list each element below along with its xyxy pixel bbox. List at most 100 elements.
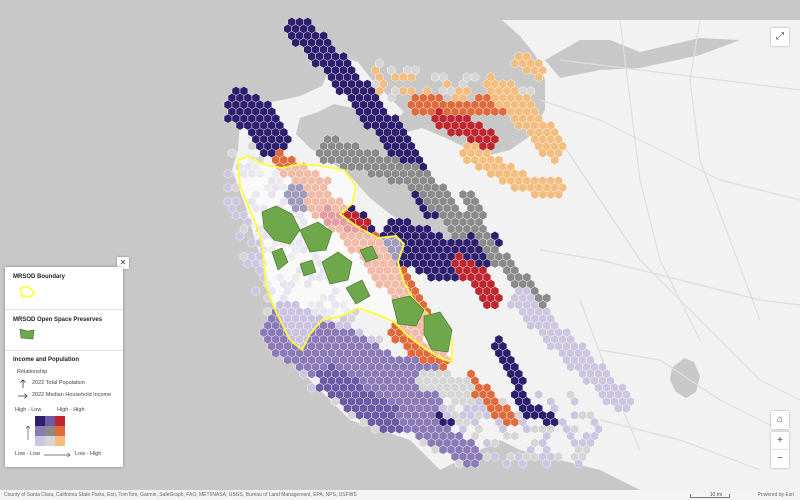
hex-cell[interactable] bbox=[490, 438, 500, 448]
hex-cell[interactable] bbox=[470, 458, 480, 469]
hex-cell[interactable] bbox=[251, 286, 261, 296]
hex-cell[interactable] bbox=[387, 175, 396, 186]
hex-cell[interactable] bbox=[347, 410, 356, 421]
hex-cell[interactable] bbox=[502, 458, 511, 469]
hex-cell[interactable] bbox=[542, 458, 551, 469]
hex-cell[interactable] bbox=[554, 189, 563, 200]
hex-cell[interactable] bbox=[462, 155, 472, 165]
hex-cell[interactable] bbox=[315, 382, 324, 393]
hex-cell[interactable] bbox=[554, 451, 563, 462]
hex-cell[interactable] bbox=[550, 155, 559, 165]
hex-cell[interactable] bbox=[223, 182, 233, 193]
hex-cell[interactable] bbox=[271, 348, 280, 359]
zoom-out-button[interactable]: − bbox=[771, 450, 789, 468]
hex-cell[interactable] bbox=[614, 403, 623, 414]
hex-cell[interactable] bbox=[510, 417, 519, 428]
attribution-sources[interactable]: County of Santa Clara, California State … bbox=[4, 492, 357, 498]
hex-cell[interactable] bbox=[462, 458, 472, 469]
hex-cell[interactable] bbox=[427, 272, 436, 283]
hex-cell[interactable] bbox=[546, 341, 555, 352]
hex-cell[interactable] bbox=[570, 410, 579, 421]
hex-cell[interactable] bbox=[518, 182, 527, 193]
hex-cell[interactable] bbox=[534, 389, 543, 400]
hex-cell[interactable] bbox=[538, 148, 547, 158]
hex-cell[interactable] bbox=[419, 106, 428, 117]
hex-cell[interactable] bbox=[510, 182, 519, 193]
hex-cell[interactable] bbox=[391, 72, 400, 83]
preserve-polygon[interactable] bbox=[321, 251, 353, 285]
hex-cell[interactable] bbox=[546, 189, 555, 200]
hex-cell[interactable] bbox=[391, 334, 400, 345]
hex-cell[interactable] bbox=[490, 106, 500, 117]
hex-cell[interactable] bbox=[327, 155, 336, 165]
hex-cell[interactable] bbox=[407, 72, 416, 83]
hex-cell[interactable] bbox=[223, 113, 233, 124]
hex-cell[interactable] bbox=[235, 231, 245, 241]
preserve-polygon[interactable] bbox=[391, 295, 425, 327]
hex-cell[interactable] bbox=[231, 182, 241, 193]
hex-cell[interactable] bbox=[538, 189, 547, 200]
hex-cell[interactable] bbox=[419, 438, 428, 448]
hex-cell[interactable] bbox=[450, 272, 460, 283]
hex-cell[interactable] bbox=[223, 168, 233, 179]
hex-cell[interactable] bbox=[319, 155, 328, 165]
preserve-polygon[interactable] bbox=[299, 221, 333, 253]
preserve-polygon[interactable] bbox=[299, 259, 317, 277]
hex-cell[interactable] bbox=[498, 175, 508, 186]
hex-cell[interactable] bbox=[415, 265, 424, 276]
hex-cell[interactable] bbox=[518, 458, 527, 469]
hex-cell[interactable] bbox=[490, 258, 500, 269]
hex-cell[interactable] bbox=[395, 424, 404, 434]
hex-cell[interactable] bbox=[227, 148, 237, 158]
hex-cell[interactable] bbox=[403, 424, 412, 434]
hex-cell[interactable] bbox=[347, 162, 356, 172]
hex-cell[interactable] bbox=[375, 168, 384, 179]
preserve-polygon[interactable] bbox=[345, 279, 371, 305]
hex-cell[interactable] bbox=[291, 37, 300, 48]
hex-cell[interactable] bbox=[574, 458, 583, 469]
hex-cell[interactable] bbox=[510, 431, 519, 441]
hex-cell[interactable] bbox=[534, 72, 543, 83]
hex-cell[interactable] bbox=[490, 300, 500, 310]
hex-cell[interactable] bbox=[622, 403, 631, 414]
hex-cell[interactable] bbox=[490, 451, 500, 462]
hex-cell[interactable] bbox=[247, 141, 257, 152]
hex-cell[interactable] bbox=[387, 424, 396, 434]
hex-cell[interactable] bbox=[442, 272, 452, 283]
hex-cell[interactable] bbox=[438, 444, 448, 455]
hex-cell[interactable] bbox=[486, 168, 496, 179]
hex-cell[interactable] bbox=[510, 58, 519, 69]
hex-cell[interactable] bbox=[299, 369, 308, 379]
legend-close-button[interactable]: ✕ bbox=[117, 257, 129, 269]
hex-cell[interactable] bbox=[247, 237, 257, 248]
hex-cell[interactable] bbox=[367, 168, 376, 179]
hex-cell[interactable] bbox=[446, 127, 456, 138]
powered-by-esri[interactable]: Powered by Esri bbox=[757, 492, 794, 498]
expand-button[interactable]: ⤢ bbox=[771, 28, 789, 46]
hex-cell[interactable] bbox=[474, 162, 484, 172]
hex-cell[interactable] bbox=[387, 93, 396, 103]
preserve-polygon[interactable] bbox=[271, 247, 289, 271]
preserve-polygon[interactable] bbox=[423, 311, 453, 353]
open-space-preserves[interactable] bbox=[261, 205, 453, 353]
hex-cell[interactable] bbox=[470, 72, 480, 83]
hex-cell[interactable] bbox=[231, 210, 241, 221]
hex-cell[interactable] bbox=[399, 86, 408, 96]
hex-cell[interactable] bbox=[522, 424, 531, 434]
hex-cell[interactable] bbox=[399, 72, 408, 83]
hex-cell[interactable] bbox=[566, 362, 575, 372]
hex-cell[interactable] bbox=[498, 106, 508, 117]
hex-cell[interactable] bbox=[570, 396, 579, 407]
hex-cell[interactable] bbox=[363, 120, 372, 131]
hex-cell[interactable] bbox=[522, 65, 531, 76]
hex-cell[interactable] bbox=[474, 106, 484, 117]
home-button[interactable]: ⌂ bbox=[771, 411, 789, 429]
zoom-in-button[interactable]: + bbox=[771, 432, 789, 450]
hex-cell[interactable] bbox=[514, 120, 523, 131]
hex-cell[interactable] bbox=[423, 210, 432, 221]
hex-cell[interactable] bbox=[371, 424, 380, 434]
hex-cell[interactable] bbox=[243, 258, 253, 269]
hex-cell[interactable] bbox=[395, 175, 404, 186]
preserve-polygon[interactable] bbox=[359, 245, 379, 263]
